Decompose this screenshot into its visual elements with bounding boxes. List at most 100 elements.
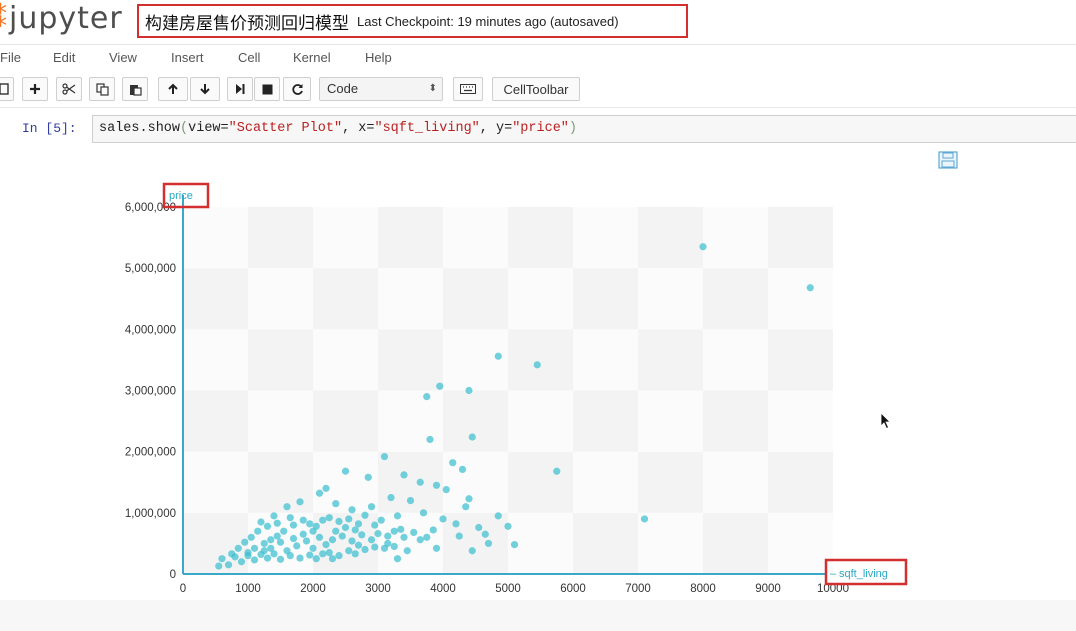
data-point — [335, 552, 343, 560]
grid-cell — [703, 329, 768, 391]
data-point — [257, 518, 265, 526]
step-forward-icon — [236, 84, 245, 94]
data-point — [348, 537, 356, 545]
data-point — [270, 550, 278, 558]
menu-help[interactable]: Help — [365, 50, 392, 65]
y-tick-label: 4,000,000 — [125, 324, 176, 336]
x-tick-labels: 0 1000 2000 3000 4000 5000 6000 7000 8000 9000 100… — [180, 583, 849, 595]
y-tick-labels: 0 1,000,000 2,000,000 3,000,000 4,000,000 5,0… — [125, 202, 176, 581]
grid-cell — [248, 390, 313, 452]
data-point — [309, 527, 317, 535]
data-point — [553, 467, 561, 475]
grid-cell — [768, 268, 833, 330]
data-point — [403, 547, 411, 555]
menu-cell[interactable]: Cell — [238, 50, 261, 65]
menu-view[interactable]: View — [109, 50, 137, 65]
data-point — [280, 527, 288, 535]
save-plot-icon[interactable] — [938, 151, 958, 174]
data-point — [380, 544, 389, 552]
grid-cell — [573, 512, 638, 574]
grid-cell — [573, 451, 638, 513]
menu-insert[interactable]: Insert — [171, 50, 204, 65]
data-point — [332, 500, 340, 508]
grid-cell — [443, 268, 508, 330]
data-point — [322, 484, 330, 492]
command-palette-button[interactable] — [453, 77, 483, 101]
x-tick-label: 6000 — [560, 583, 586, 595]
data-point — [345, 515, 353, 523]
grid-cell — [248, 207, 313, 269]
menu-kernel[interactable]: Kernel — [293, 50, 331, 65]
interrupt-kernel-button[interactable] — [254, 77, 280, 101]
data-point — [393, 512, 402, 520]
data-point — [250, 556, 259, 564]
run-cell-button[interactable] — [227, 77, 253, 101]
data-point — [241, 538, 249, 546]
grid-cell — [508, 207, 573, 269]
grid-cell — [443, 207, 508, 269]
cell-type-select[interactable]: Code ⬍ — [319, 77, 443, 101]
menu-file[interactable]: File — [0, 50, 21, 65]
insert-cell-button[interactable] — [22, 77, 48, 101]
copy-button[interactable] — [89, 77, 115, 101]
data-point — [273, 532, 281, 540]
jupyter-logo[interactable]: ⁑ jupyter — [0, 2, 123, 36]
data-point — [260, 547, 268, 555]
code-kw-y: , y= — [479, 121, 513, 136]
data-point — [429, 526, 437, 534]
arrow-down-icon — [200, 84, 210, 95]
data-point — [348, 506, 356, 514]
data-point — [432, 544, 441, 552]
move-down-button[interactable] — [190, 77, 220, 101]
grid-cell — [638, 512, 703, 574]
notebook-header: ⁑ jupyter 构建房屋售价预测回归模型 Last Checkpoint: … — [0, 0, 1076, 44]
data-point — [393, 555, 402, 563]
data-point — [332, 527, 340, 535]
x-tick-label: 1000 — [235, 583, 261, 595]
grid-cell — [508, 451, 573, 513]
cut-button[interactable] — [56, 77, 82, 101]
y-label-highlight — [162, 182, 210, 209]
data-point — [306, 520, 314, 528]
data-point — [371, 543, 379, 551]
grid-cell — [573, 390, 638, 452]
y-axis-label: price — [169, 190, 193, 202]
data-point — [231, 553, 239, 561]
code-kw-x: , x= — [342, 121, 375, 136]
notebook-title[interactable]: 构建房屋售价预测回归模型 — [145, 13, 349, 34]
data-point — [484, 539, 493, 548]
grid-cell — [248, 329, 313, 391]
data-point — [358, 531, 366, 539]
grid-cell — [638, 390, 703, 452]
grid-cell — [703, 268, 768, 330]
axes — [182, 195, 827, 575]
grid-cell — [768, 207, 833, 269]
grid-cell — [638, 207, 703, 269]
bottom-strip — [0, 600, 1076, 631]
x-tick-label: 9000 — [755, 583, 781, 595]
data-point — [367, 503, 376, 511]
data-point — [465, 495, 473, 503]
data-point — [439, 515, 447, 523]
data-point — [406, 497, 415, 505]
select-arrows-icon: ⬍ — [428, 83, 437, 94]
data-point — [423, 533, 431, 541]
restart-kernel-button[interactable] — [283, 77, 311, 101]
menu-edit[interactable]: Edit — [53, 50, 76, 65]
data-point — [380, 452, 389, 461]
grid-cell — [248, 268, 313, 330]
grid-cell — [443, 329, 508, 391]
data-point — [494, 512, 502, 520]
celltoolbar-button[interactable]: CellToolbar — [492, 77, 580, 101]
move-up-button[interactable] — [158, 77, 188, 101]
x-tick-label: 8000 — [690, 583, 716, 595]
code-input[interactable]: sales.show(view="Scatter Plot", x="sqft_… — [92, 115, 1076, 143]
data-point — [341, 523, 350, 532]
grid-cell — [768, 451, 833, 513]
x-axis-label: sqft_living — [839, 568, 888, 580]
data-point — [533, 361, 541, 369]
paste-icon — [129, 84, 142, 96]
paste-button[interactable] — [122, 77, 148, 101]
save-button[interactable] — [0, 77, 14, 101]
data-point — [400, 471, 408, 479]
